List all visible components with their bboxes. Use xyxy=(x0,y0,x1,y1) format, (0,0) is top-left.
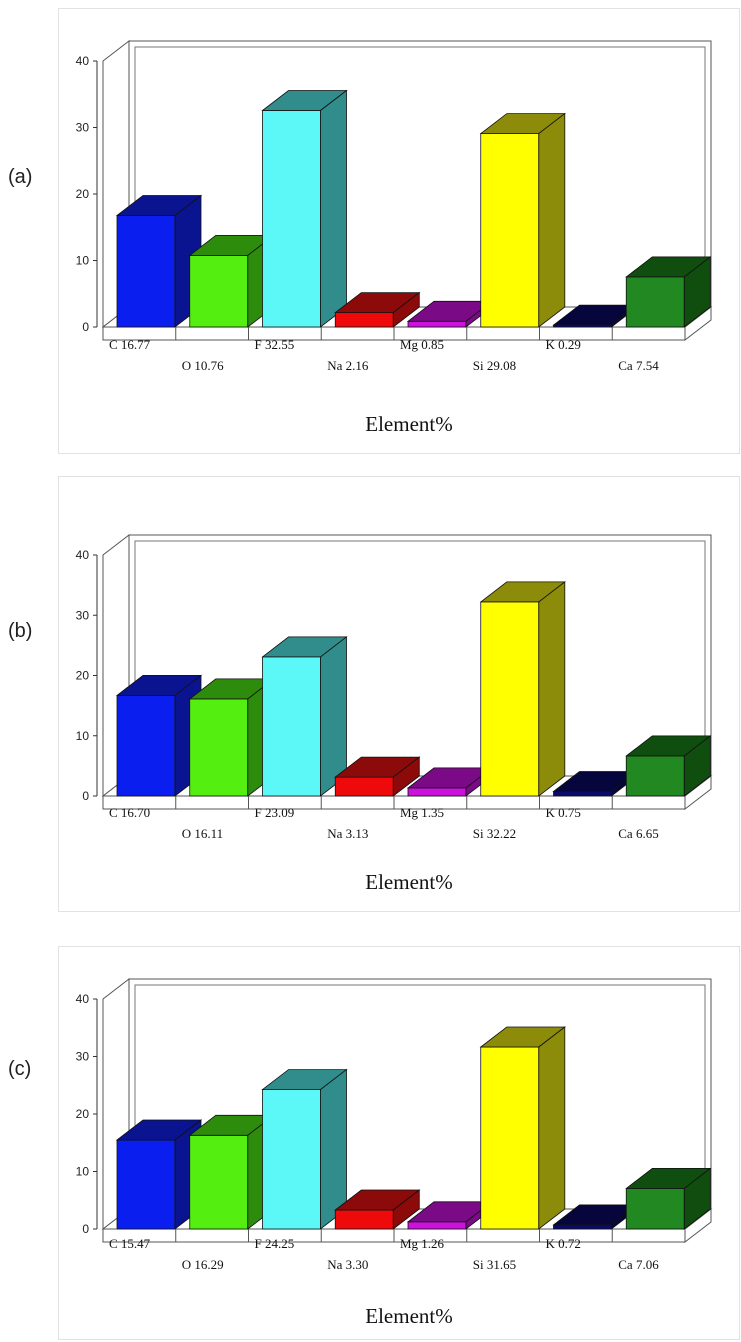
category-label: Na 2.16 xyxy=(327,358,369,373)
bar-front xyxy=(116,694,176,797)
y-tick-label: 30 xyxy=(76,1050,90,1064)
bar-side xyxy=(392,291,420,328)
category-label: O 16.11 xyxy=(182,826,223,841)
bar-front xyxy=(407,787,467,797)
bar-side xyxy=(392,756,420,797)
x-axis-title: Element% xyxy=(365,412,452,436)
category-label: C 16.77 xyxy=(109,337,151,352)
category-label: Mg 1.26 xyxy=(400,1236,445,1251)
bar-side xyxy=(683,1167,711,1230)
category-label: K 0.29 xyxy=(546,337,581,352)
category-label: Si 29.08 xyxy=(473,358,516,373)
y-tick-label: 0 xyxy=(82,789,89,803)
category-label: Mg 1.35 xyxy=(400,805,444,820)
bar-front xyxy=(407,320,467,328)
bar-chart-c: 0 10 20 30 40 C 15.47 O 16.29 F 24.25 Na 3.30 Mg … xyxy=(76,977,713,1328)
bar-front xyxy=(625,276,685,328)
bar-chart-a: 0 10 20 30 40 C 16.77 O 10.76 F 32.55 Na 2.16 Mg … xyxy=(76,39,713,436)
category-label: Ca 7.54 xyxy=(618,358,659,373)
back-wall-inner-frame xyxy=(134,540,706,776)
bar-front xyxy=(334,776,394,797)
chart-panel-c: 0 10 20 30 40 C 15.47 O 16.29 F 24.25 Na 3.30 Mg … xyxy=(58,946,740,1340)
x-axis-title: Element% xyxy=(365,1304,452,1328)
y-tick-label: 20 xyxy=(76,1107,90,1121)
bar-front xyxy=(625,1188,685,1230)
bar-side xyxy=(538,1026,566,1230)
y-tick-label: 10 xyxy=(76,254,90,268)
category-label: Na 3.13 xyxy=(327,826,368,841)
panel-label-b: (b) xyxy=(8,620,33,642)
category-label: Si 32.22 xyxy=(473,826,516,841)
bar-side xyxy=(683,256,711,328)
bar-side xyxy=(683,735,711,797)
y-tick-label: 20 xyxy=(76,669,90,683)
y-tick-label: 40 xyxy=(76,992,90,1006)
bar-side xyxy=(392,1189,420,1230)
panel-label-a: (a) xyxy=(8,166,33,188)
bar-front xyxy=(189,698,249,797)
bar-front xyxy=(334,312,394,328)
bar-front xyxy=(407,1221,467,1230)
floor-right-edge xyxy=(684,1207,712,1244)
y-tick-label: 10 xyxy=(76,729,90,743)
floor-right-edge xyxy=(684,305,712,342)
back-wall-inner-frame xyxy=(134,46,706,307)
bar-front xyxy=(625,755,685,797)
chart-panel-b: 0 10 20 30 40 C 16.70 O 16.11 F 23.09 Na 3.13 Mg … xyxy=(58,476,740,912)
bar-front xyxy=(116,215,176,328)
y-tick-label: 30 xyxy=(76,608,90,622)
y-tick-label: 40 xyxy=(76,548,90,562)
category-label: K 0.75 xyxy=(546,805,581,820)
category-label: C 16.70 xyxy=(109,805,150,820)
category-label: Na 3.30 xyxy=(327,1257,368,1272)
x-axis-title: Element% xyxy=(365,870,452,894)
chart-panel-a: 0 10 20 30 40 C 16.77 O 10.76 F 32.55 Na 2.16 Mg … xyxy=(58,8,740,454)
y-tick-label: 20 xyxy=(76,187,90,201)
bar-front xyxy=(262,656,321,797)
y-tick-label: 10 xyxy=(76,1165,90,1179)
bar-front xyxy=(334,1209,394,1230)
bar-side xyxy=(538,581,566,797)
category-label: F 32.55 xyxy=(255,337,295,352)
bar-chart-b: 0 10 20 30 40 C 16.70 O 16.11 F 23.09 Na 3.13 Mg … xyxy=(76,533,713,894)
category-label: Ca 6.65 xyxy=(618,826,658,841)
category-label: K 0.72 xyxy=(546,1236,581,1251)
y-tick-label: 0 xyxy=(82,1222,89,1236)
y-tick-label: 0 xyxy=(82,320,89,334)
category-label: O 10.76 xyxy=(182,358,224,373)
category-label: Ca 7.06 xyxy=(618,1257,659,1272)
bar-front xyxy=(553,791,612,797)
panel-label-c: (c) xyxy=(8,1058,32,1080)
floor-right-edge xyxy=(684,774,712,811)
bar-front xyxy=(480,133,540,328)
back-wall-inner-frame xyxy=(134,984,706,1209)
bar-front xyxy=(262,110,321,328)
category-label: F 23.09 xyxy=(255,805,295,820)
bar-front xyxy=(262,1089,321,1230)
bar-side xyxy=(320,89,347,328)
category-label: F 24.25 xyxy=(255,1236,295,1251)
category-label: Si 31.65 xyxy=(473,1257,516,1272)
category-label: C 15.47 xyxy=(109,1236,151,1251)
bar-front xyxy=(116,1139,176,1230)
bar-front xyxy=(189,1134,249,1230)
bar-side xyxy=(538,112,566,328)
bar-front xyxy=(553,1224,612,1230)
y-tick-label: 30 xyxy=(76,121,90,135)
bar-front xyxy=(480,1046,540,1230)
category-label: O 16.29 xyxy=(182,1257,224,1272)
bar-front xyxy=(189,255,249,328)
bar-front xyxy=(480,601,540,797)
category-label: Mg 0.85 xyxy=(400,337,444,352)
y-tick-label: 40 xyxy=(76,54,90,68)
